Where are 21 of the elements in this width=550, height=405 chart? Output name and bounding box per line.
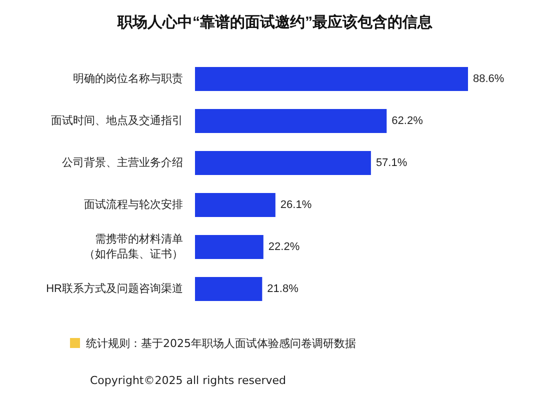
bar [195, 109, 387, 133]
y-tick-label: 明确的岗位名称与职责 [73, 72, 183, 85]
y-tick-label: 公司背景、主营业务介绍 [62, 156, 183, 169]
y-tick-label: 面试流程与轮次安排 [84, 198, 183, 211]
data-label: 62.2% [392, 115, 424, 127]
text: Copyright©2025 all rights reserved [90, 374, 286, 387]
data-label: 21.8% [267, 283, 299, 295]
y-tick-label: 需携带的材料清单（如作品集、证书） [84, 232, 183, 260]
data-label: 26.1% [280, 199, 312, 211]
chart-title: 职场人心中“靠谱的面试邀约”最应该包含的信息 [116, 13, 434, 31]
bar [195, 277, 262, 301]
bar [195, 193, 276, 217]
y-tick-label: HR联系方式及问题咨询渠道 [46, 282, 183, 295]
bar [195, 151, 371, 175]
bar [195, 67, 468, 91]
bar [195, 235, 264, 259]
y-tick-label: 面试时间、地点及交通指引 [51, 114, 183, 127]
data-label: 88.6% [473, 73, 504, 85]
data-label: 22.2% [268, 241, 300, 253]
text: 统计规则：基于2025年职场人面试体验感问卷调研数据 [85, 336, 356, 351]
data-label: 57.1% [376, 157, 408, 169]
